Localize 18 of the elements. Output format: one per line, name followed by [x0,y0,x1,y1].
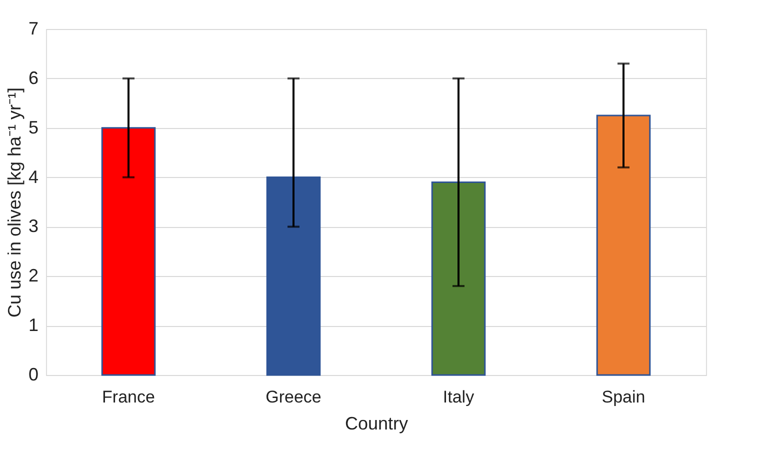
bar [596,114,651,376]
y-tick-label: 1 [28,315,38,336]
y-tick-label: 3 [28,216,38,236]
y-tick-label: 7 [28,18,38,38]
y-axis-title: Cu use in olives [kg ha⁻¹ yr⁻¹] [4,87,24,318]
x-tick-label: Greece [266,388,322,406]
x-tick-label: Spain [602,388,646,406]
x-tick-label: Italy [442,388,475,406]
bar [101,127,156,376]
y-tick-label: 6 [28,68,38,88]
y-tick-label: 2 [28,266,38,286]
bar [431,181,486,376]
y-tick-label: 5 [28,117,38,138]
y-tick-label: 4 [28,166,38,187]
x-axis-title: Country [344,414,408,434]
y-tick-label: 0 [28,364,38,384]
bar [266,176,321,376]
x-tick-label: France [102,388,155,406]
